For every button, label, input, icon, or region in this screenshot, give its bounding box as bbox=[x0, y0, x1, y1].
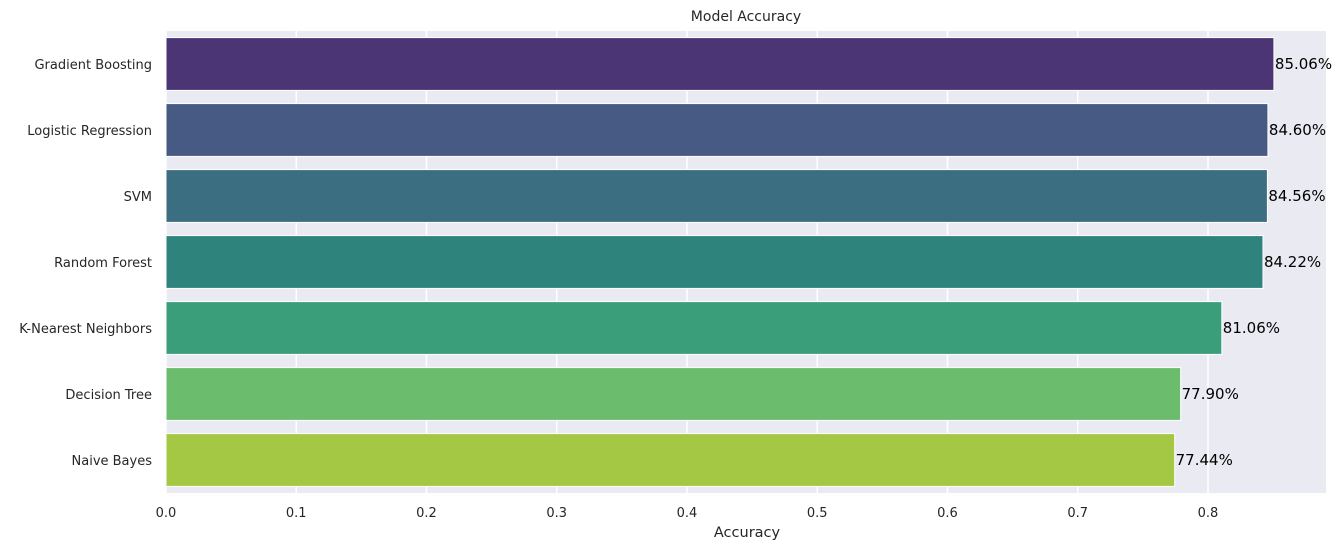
x-tick-label: 0.4 bbox=[677, 506, 698, 521]
y-tick-label: K-Nearest Neighbors bbox=[19, 322, 152, 337]
y-tick-label: Gradient Boosting bbox=[34, 58, 152, 73]
bar-value-label: 84.56% bbox=[1268, 187, 1325, 205]
x-tick-label: 0.3 bbox=[546, 506, 567, 521]
bar bbox=[165, 433, 1176, 487]
x-tick-label: 0.2 bbox=[416, 506, 437, 521]
bar bbox=[165, 235, 1264, 289]
bars-group bbox=[165, 37, 1275, 487]
bar-value-label: 77.44% bbox=[1176, 451, 1233, 469]
y-tick-label: Naive Bayes bbox=[72, 454, 153, 469]
bar bbox=[165, 301, 1223, 355]
bar bbox=[165, 367, 1182, 421]
data-labels: 85.06% 84.60% 84.56% 84.22% 81.06% 77.90% 77.4… bbox=[1176, 55, 1332, 469]
x-tick-label: 0.5 bbox=[807, 506, 828, 521]
x-tick-label: 0.8 bbox=[1198, 506, 1219, 521]
y-tick-label: Logistic Regression bbox=[27, 124, 152, 139]
bar-value-label: 81.06% bbox=[1223, 319, 1280, 337]
bar-value-label: 84.60% bbox=[1269, 121, 1326, 139]
bar bbox=[165, 37, 1275, 91]
y-tick-label: Decision Tree bbox=[65, 388, 152, 403]
x-tick-label: 0.1 bbox=[286, 506, 307, 521]
x-tick-label: 0.7 bbox=[1067, 506, 1088, 521]
x-tick-label: 0.6 bbox=[937, 506, 958, 521]
x-axis-tick-labels: 0.0 0.1 0.2 0.3 0.4 0.5 0.6 0.7 0.8 bbox=[156, 506, 1219, 521]
x-tick-label: 0.0 bbox=[156, 506, 177, 521]
chart-title: Model Accuracy bbox=[691, 9, 801, 25]
y-tick-label: Random Forest bbox=[54, 256, 152, 271]
y-axis-tick-labels: Gradient Boosting Logistic Regression SVM R… bbox=[19, 58, 152, 469]
bar bbox=[165, 169, 1268, 223]
y-tick-label: SVM bbox=[124, 190, 152, 205]
x-axis-label: Accuracy bbox=[714, 525, 781, 541]
bar bbox=[165, 103, 1269, 157]
bar-value-label: 85.06% bbox=[1275, 55, 1332, 73]
bar-value-label: 77.90% bbox=[1182, 385, 1239, 403]
bar-value-label: 84.22% bbox=[1264, 253, 1321, 271]
